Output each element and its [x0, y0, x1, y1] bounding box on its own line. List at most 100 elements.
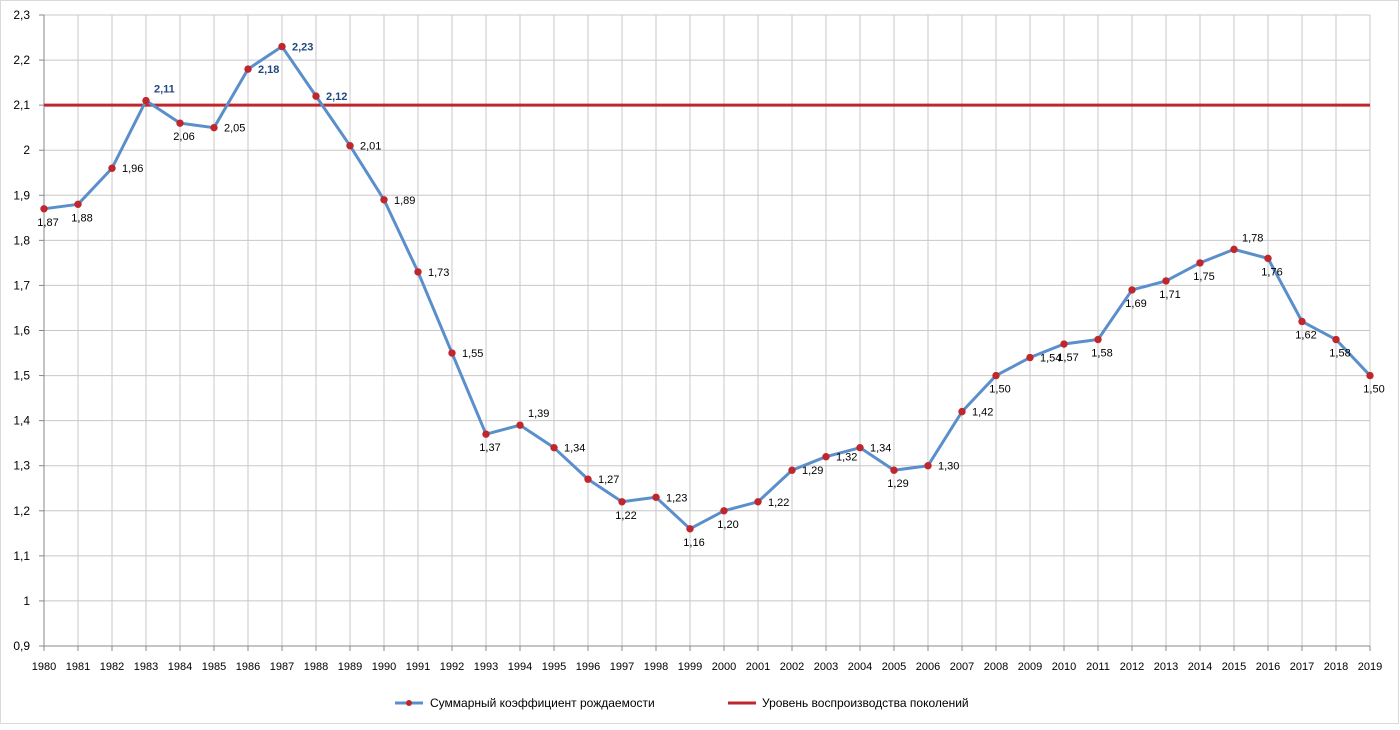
data-label-2005: 1,29 [887, 478, 908, 490]
x-tick-label: 2008 [984, 661, 1008, 673]
data-point-2006 [924, 462, 932, 470]
data-label-1989: 2,01 [360, 141, 381, 153]
y-tick-label: 1,8 [13, 233, 30, 247]
data-label-1999: 1,16 [683, 537, 704, 549]
data-label-1993: 1,37 [479, 442, 500, 454]
legend-marker-fertility [406, 700, 412, 706]
x-tick-label: 2002 [780, 661, 804, 673]
data-label-1981: 1,88 [71, 212, 92, 224]
y-tick-label: 1,7 [13, 278, 30, 292]
x-tick-label: 2015 [1222, 661, 1246, 673]
data-label-2000: 1,20 [717, 519, 738, 531]
data-label-1985: 2,05 [224, 123, 245, 135]
data-label-1987: 2,23 [292, 42, 313, 54]
data-point-2013 [1162, 277, 1170, 285]
data-point-2012 [1128, 286, 1136, 294]
data-point-1997 [618, 498, 626, 506]
x-tick-label: 2011 [1086, 661, 1110, 673]
data-point-2000 [720, 507, 728, 515]
x-tick-label: 1980 [32, 661, 56, 673]
data-label-2019: 1,50 [1363, 384, 1384, 396]
x-tick-label: 1997 [610, 661, 634, 673]
data-label-2003: 1,32 [836, 452, 857, 464]
data-point-2008 [992, 371, 1000, 380]
legend-label-replacement: Уровень воспроизводства поколений [762, 696, 969, 710]
data-label-1994: 1,39 [528, 408, 549, 420]
data-label-2011: 1,58 [1091, 348, 1112, 360]
x-tick-label: 1982 [100, 661, 124, 673]
x-tick-label: 2001 [746, 661, 770, 673]
data-label-1980: 1,87 [37, 217, 58, 229]
data-point-1999 [686, 525, 694, 533]
x-tick-label: 1990 [372, 661, 396, 673]
data-point-1987 [278, 42, 286, 51]
data-point-2005 [890, 466, 898, 474]
data-label-2009: 1,54 [1040, 353, 1061, 365]
data-label-1995: 1,34 [564, 443, 585, 455]
series-layer [40, 42, 1374, 533]
data-label-1991: 1,73 [428, 267, 449, 279]
y-tick-label: 1,3 [13, 459, 30, 473]
x-tick-label: 2003 [814, 661, 838, 673]
x-tick-label: 1996 [576, 661, 600, 673]
data-point-2017 [1298, 317, 1306, 326]
y-tick-label: 1,2 [13, 504, 30, 518]
data-point-2018 [1332, 335, 1340, 344]
data-point-1994 [516, 421, 524, 429]
data-point-2014 [1196, 259, 1204, 267]
data-point-1998 [652, 493, 660, 501]
x-tick-label: 1994 [508, 661, 532, 673]
data-point-1995 [550, 443, 558, 452]
data-point-2002 [788, 466, 796, 474]
x-tick-label: 2005 [882, 661, 906, 673]
data-point-2004 [856, 443, 864, 452]
x-tick-label: 2004 [848, 661, 872, 673]
x-tick-label: 2016 [1256, 661, 1280, 673]
data-point-1982 [108, 164, 116, 172]
data-point-1992 [448, 349, 456, 357]
data-label-2012: 1,69 [1125, 298, 1146, 310]
x-tick-label: 1998 [644, 661, 668, 673]
data-label-2002: 1,29 [802, 465, 823, 477]
data-point-2019 [1366, 371, 1374, 380]
y-tick-label: 1,6 [13, 324, 30, 338]
y-tick-label: 2 [23, 143, 30, 157]
x-tick-label: 2013 [1154, 661, 1178, 673]
x-tick-label: 2006 [916, 661, 940, 673]
data-point-2007 [958, 407, 966, 416]
data-label-1997: 1,22 [615, 510, 636, 522]
data-label-1986: 2,18 [258, 64, 279, 76]
data-point-1986 [244, 65, 252, 73]
data-point-1989 [346, 142, 354, 150]
data-label-2013: 1,71 [1159, 289, 1180, 301]
x-tick-label: 2014 [1188, 661, 1212, 673]
data-point-1993 [482, 430, 490, 438]
data-point-1983 [142, 96, 150, 105]
y-tick-label: 1,4 [13, 414, 30, 428]
data-point-1981 [74, 200, 82, 209]
y-tick-label: 2,3 [13, 8, 30, 22]
data-label-2007: 1,42 [972, 407, 993, 419]
x-tick-label: 2007 [950, 661, 974, 673]
data-label-1996: 1,27 [598, 474, 619, 486]
data-label-1990: 1,89 [394, 195, 415, 207]
x-tick-label: 1993 [474, 661, 498, 673]
x-tick-label: 1981 [66, 661, 90, 673]
y-tick-label: 1 [23, 594, 30, 608]
data-point-2010 [1060, 340, 1068, 348]
data-point-1980 [40, 205, 48, 213]
data-label-2014: 1,75 [1193, 271, 1214, 283]
data-label-2006: 1,30 [938, 461, 959, 473]
legend-label-fertility: Суммарный коэффициент рождаемости [430, 696, 655, 710]
x-tick-label: 2019 [1358, 661, 1382, 673]
data-label-2017: 1,62 [1295, 329, 1316, 341]
data-point-2001 [754, 498, 762, 506]
x-tick-label: 1988 [304, 661, 328, 673]
data-label-2018: 1,58 [1329, 348, 1350, 360]
data-label-2008: 1,50 [989, 384, 1010, 396]
x-tick-label: 1992 [440, 661, 464, 673]
x-tick-label: 2018 [1324, 661, 1348, 673]
x-tick-label: 1987 [270, 661, 294, 673]
x-tick-label: 1986 [236, 661, 260, 673]
